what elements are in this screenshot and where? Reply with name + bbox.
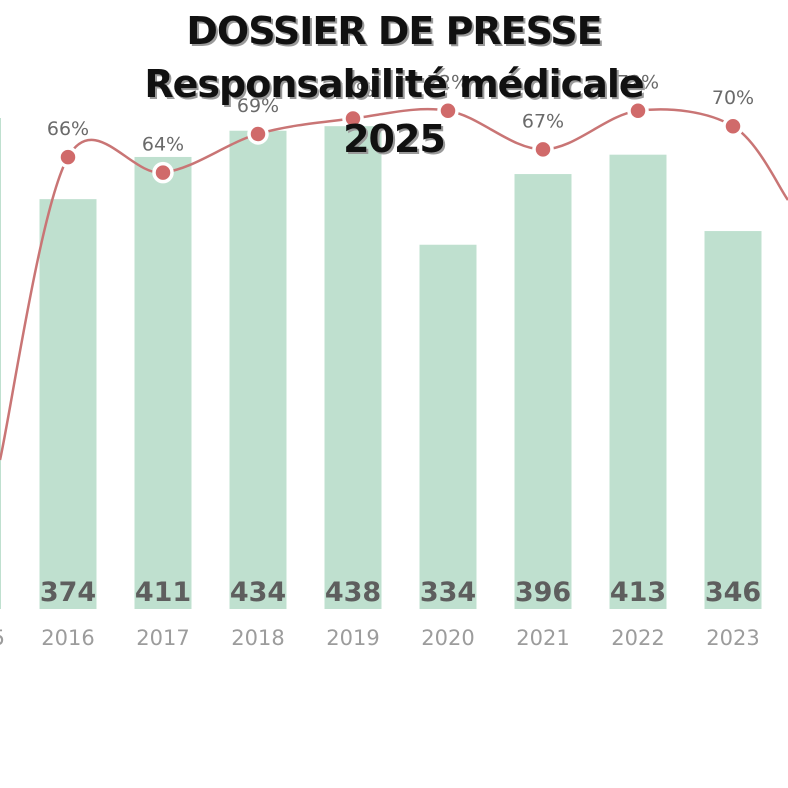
bar-value-2019: 438 [325, 577, 381, 608]
x-tick-2023: 2023 [706, 626, 759, 650]
point-2018 [247, 123, 269, 145]
bar-value-2017: 411 [135, 577, 191, 608]
point-2023 [722, 115, 744, 137]
x-tick-2017: 2017 [136, 626, 189, 650]
title-line-2: Responsabilité médicale [144, 62, 644, 106]
point-2020 [437, 99, 459, 122]
bar-2018 [229, 130, 287, 610]
labels-group: 66% 64% 69% 71% 72% 67% 72% 70% 374 411 434 438 334 3… [0, 72, 761, 650]
point-2021 [532, 138, 554, 161]
line-group [0, 99, 788, 461]
bar-2017 [134, 156, 192, 609]
pct-label-2022: 72% [617, 72, 659, 94]
page-title: DOSSIER DE PRESSE Responsabilité médical… [0, 6, 788, 166]
point-2016 [57, 146, 79, 168]
bar-2020 [419, 244, 477, 610]
bar-value-2018: 434 [230, 577, 286, 608]
pct-label-2021: 67% [522, 110, 564, 132]
bar-2022 [609, 154, 667, 609]
pct-label-2016: 66% [47, 118, 89, 140]
point-2017 [152, 161, 174, 184]
bar-2019 [324, 126, 382, 610]
bar-2023 [704, 231, 762, 609]
bar-edge-left [0, 118, 1, 609]
bar-value-2016: 374 [40, 577, 96, 608]
bar-value-2022: 413 [610, 577, 666, 608]
bar-value-2020: 334 [420, 577, 476, 608]
x-tick-2018: 2018 [231, 626, 284, 650]
x-tick-2016: 2016 [41, 626, 94, 650]
pct-label-2017: 64% [142, 134, 184, 156]
bar-value-2021: 396 [515, 577, 571, 608]
x-tick-2021: 2021 [516, 626, 569, 650]
x-tick-2019: 2019 [326, 626, 379, 650]
point-2019 [342, 107, 364, 130]
x-tick-2022: 2022 [611, 626, 664, 650]
pct-label-2023: 70% [712, 87, 754, 109]
pct-label-2019: 71% [332, 79, 374, 101]
bar-value-2023: 346 [705, 577, 761, 608]
pct-label-2020: 72% [427, 72, 469, 94]
title-line-1: DOSSIER DE PRESSE [186, 9, 602, 53]
bar-2016 [39, 199, 97, 609]
x-tick-2015: 5 [0, 626, 5, 650]
point-2022 [627, 99, 649, 122]
title-line-3: 2025 [343, 117, 446, 161]
pct-label-2018: 69% [237, 95, 279, 117]
x-tick-2020: 2020 [421, 626, 474, 650]
bar-2021 [514, 174, 572, 609]
bars-group [0, 118, 762, 610]
